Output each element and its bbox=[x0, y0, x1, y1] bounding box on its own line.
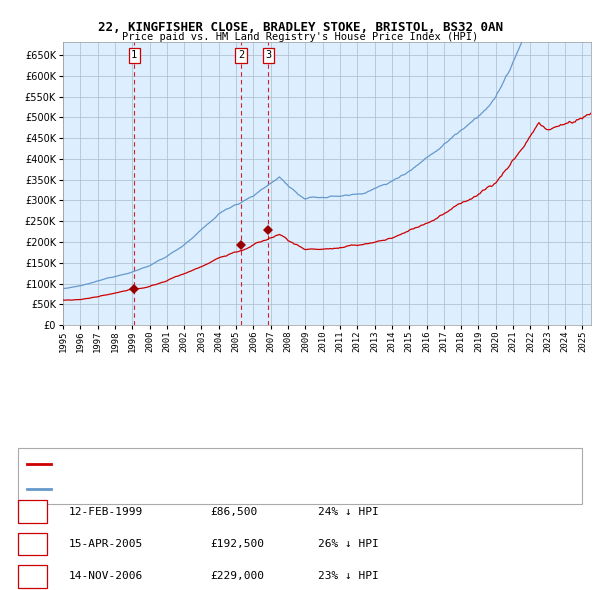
Text: 3: 3 bbox=[29, 572, 36, 581]
Text: 3: 3 bbox=[265, 50, 272, 60]
Text: 1: 1 bbox=[131, 50, 137, 60]
Text: 12-FEB-1999: 12-FEB-1999 bbox=[69, 507, 143, 516]
Text: 15-APR-2005: 15-APR-2005 bbox=[69, 539, 143, 549]
Text: 24% ↓ HPI: 24% ↓ HPI bbox=[318, 507, 379, 516]
Text: 26% ↓ HPI: 26% ↓ HPI bbox=[318, 539, 379, 549]
Text: 22, KINGFISHER CLOSE, BRADLEY STOKE, BRISTOL, BS32 0AN: 22, KINGFISHER CLOSE, BRADLEY STOKE, BRI… bbox=[97, 21, 503, 34]
Text: 14-NOV-2006: 14-NOV-2006 bbox=[69, 572, 143, 581]
Text: £229,000: £229,000 bbox=[210, 572, 264, 581]
Text: 23% ↓ HPI: 23% ↓ HPI bbox=[318, 572, 379, 581]
Text: HPI: Average price, detached house, South Gloucestershire: HPI: Average price, detached house, Sout… bbox=[57, 484, 364, 493]
Text: 2: 2 bbox=[29, 539, 36, 549]
Text: £192,500: £192,500 bbox=[210, 539, 264, 549]
Text: £86,500: £86,500 bbox=[210, 507, 257, 516]
Text: Price paid vs. HM Land Registry's House Price Index (HPI): Price paid vs. HM Land Registry's House … bbox=[122, 32, 478, 42]
Text: 2: 2 bbox=[238, 50, 244, 60]
Text: 22, KINGFISHER CLOSE, BRADLEY STOKE, BRISTOL, BS32 0AN (detached house): 22, KINGFISHER CLOSE, BRADLEY STOKE, BRI… bbox=[57, 460, 439, 468]
Text: 1: 1 bbox=[29, 507, 36, 516]
